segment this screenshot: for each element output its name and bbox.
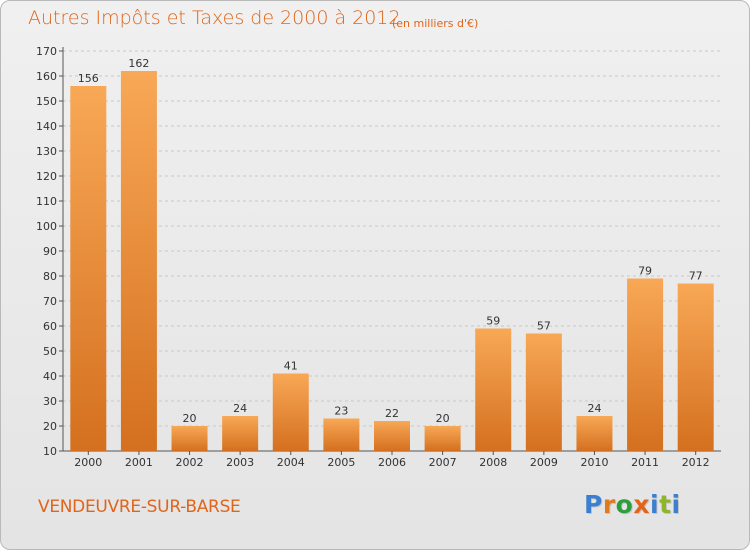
- value-label: 156: [78, 72, 99, 85]
- y-tick-label: 10: [43, 445, 57, 458]
- logo-letter: P: [584, 490, 603, 519]
- value-label: 20: [436, 412, 450, 425]
- bar-2002: [171, 426, 208, 451]
- bar-2012: [677, 283, 714, 451]
- x-tick-label: 2005: [327, 456, 355, 469]
- logo-letter: r: [602, 490, 616, 519]
- y-tick-label: 70: [43, 295, 57, 308]
- bar-2005: [323, 418, 360, 451]
- y-tick-label: 120: [36, 170, 57, 183]
- y-tick-label: 130: [36, 145, 57, 158]
- value-label: 24: [233, 402, 247, 415]
- chart-title: Autres Impôts et Taxes de 2000 à 2012: [28, 7, 401, 29]
- value-label: 22: [385, 407, 399, 420]
- x-tick-label: 2000: [74, 456, 102, 469]
- y-tick-label: 40: [43, 370, 57, 383]
- value-label: 77: [689, 270, 703, 283]
- value-label: 23: [334, 405, 348, 418]
- logo-letter: i: [650, 490, 660, 519]
- y-tick-label: 60: [43, 320, 57, 333]
- value-labels: 156 162 20 24 41 23 22 20 59 57 24 79 77: [78, 57, 703, 425]
- value-label: 59: [486, 315, 500, 328]
- y-tick-label: 100: [36, 220, 57, 233]
- logo-letter: t: [659, 490, 672, 519]
- y-tick-label: 160: [36, 70, 57, 83]
- grid-lines: [63, 50, 721, 452]
- x-tick-label: 2002: [176, 456, 204, 469]
- value-label: 57: [537, 320, 551, 333]
- bar-2011: [627, 278, 664, 451]
- y-tick-label: 90: [43, 245, 57, 258]
- y-tick-label: 150: [36, 95, 57, 108]
- value-label: 162: [128, 57, 149, 70]
- location-label: VENDEUVRE-SUR-BARSE: [38, 497, 241, 517]
- chart-subtitle: (en milliers d'€): [392, 17, 479, 30]
- x-tick-label: 2006: [378, 456, 406, 469]
- value-label: 24: [587, 402, 601, 415]
- value-label: 41: [284, 360, 298, 373]
- bar-2008: [475, 328, 512, 451]
- x-tick-label: 2012: [682, 456, 710, 469]
- x-tick-label: 2010: [580, 456, 608, 469]
- logo-letter: o: [615, 490, 634, 519]
- x-tick-label: 2003: [226, 456, 254, 469]
- x-tick-label: 2007: [429, 456, 457, 469]
- bars: [70, 71, 714, 451]
- logo-letter: i: [671, 490, 681, 519]
- x-tick-label: 2011: [631, 456, 659, 469]
- y-tick-label: 170: [36, 45, 57, 58]
- bar-2007: [424, 426, 461, 451]
- value-label: 79: [638, 265, 652, 278]
- y-tick-label: 140: [36, 120, 57, 133]
- bar-2003: [222, 416, 259, 451]
- proxiti-logo[interactable]: Proxiti: [584, 490, 681, 519]
- y-tick-label: 110: [36, 195, 57, 208]
- bar-2010: [576, 416, 613, 451]
- y-tick-label: 30: [43, 395, 57, 408]
- y-tick-label: 80: [43, 270, 57, 283]
- logo-letter: x: [633, 490, 650, 519]
- bar-2000: [70, 86, 107, 451]
- x-tick-label: 2004: [277, 456, 305, 469]
- x-tick-label: 2001: [125, 456, 153, 469]
- value-label: 20: [183, 412, 197, 425]
- bar-2001: [120, 71, 157, 451]
- bar-2006: [374, 421, 410, 451]
- x-tick-label: 2008: [479, 456, 507, 469]
- bar-2004: [272, 373, 309, 451]
- y-tick-label: 20: [43, 420, 57, 433]
- x-tick-label: 2009: [530, 456, 558, 469]
- y-tick-label: 50: [43, 345, 57, 358]
- bar-2009: [525, 333, 562, 451]
